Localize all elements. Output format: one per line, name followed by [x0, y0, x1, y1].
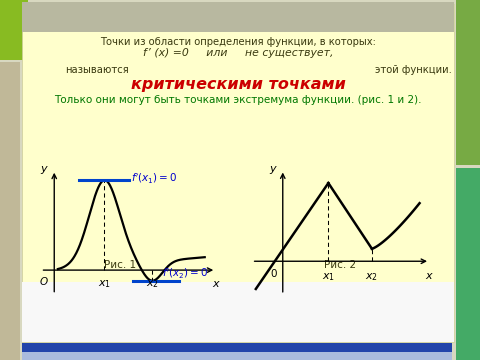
Text: f’ (x) =0     или     не существует,: f’ (x) =0 или не существует, [143, 48, 333, 58]
Text: этой функции.: этой функции. [375, 65, 452, 75]
Text: Только они могут быть точками экстремума функции. (рис. 1 и 2).: Только они могут быть точками экстремума… [54, 95, 422, 105]
Text: $x_1$: $x_1$ [98, 278, 111, 290]
Text: $x$: $x$ [425, 271, 434, 281]
Bar [22, 282, 454, 342]
Text: критическими точками: критическими точками [131, 77, 346, 93]
Bar [456, 0, 480, 165]
Bar [0, 0, 28, 60]
Bar [22, 352, 452, 360]
Text: $y$: $y$ [40, 164, 49, 176]
Text: $x_1$: $x_1$ [322, 271, 335, 283]
Text: Рис. 2: Рис. 2 [324, 260, 356, 270]
Text: $x_2$: $x_2$ [365, 271, 378, 283]
Text: $f'(x_2)=0$: $f'(x_2)=0$ [162, 266, 209, 280]
Bar [22, 2, 454, 32]
Text: $O$: $O$ [39, 275, 49, 287]
Text: Рис. 1: Рис. 1 [104, 260, 136, 270]
Bar [456, 168, 480, 360]
Text: $x$: $x$ [212, 279, 221, 289]
Bar [22, 343, 452, 352]
Text: $0$: $0$ [270, 267, 278, 279]
Text: $x_2$: $x_2$ [146, 278, 159, 290]
Text: $y$: $y$ [269, 164, 278, 176]
Text: Точки из области определения функции, в которых:: Точки из области определения функции, в … [100, 37, 376, 47]
Text: называются: называются [65, 65, 129, 75]
Text: $f'(x_1)=0$: $f'(x_1)=0$ [131, 171, 177, 185]
Bar [0, 62, 20, 360]
